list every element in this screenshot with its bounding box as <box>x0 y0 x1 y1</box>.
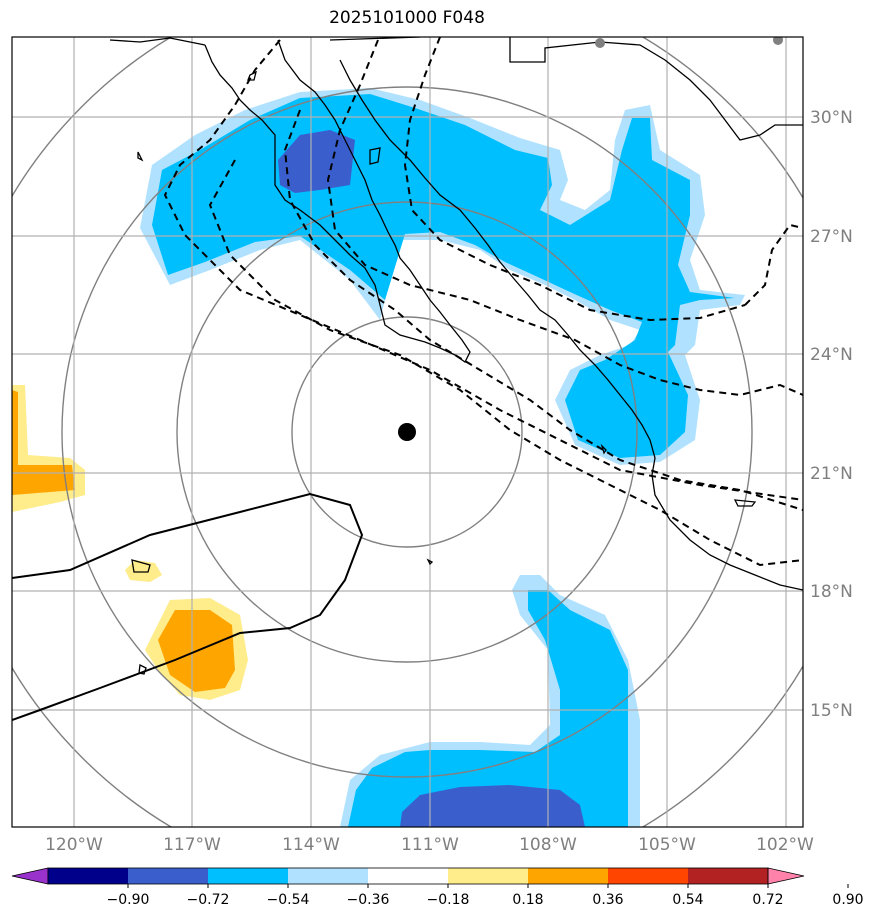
mainland-mexico-coast <box>339 59 803 591</box>
map-frame <box>11 36 804 828</box>
colorbar-segment <box>48 868 129 884</box>
colorbar-extend-high <box>767 867 805 885</box>
positive-anomaly-west <box>12 390 75 495</box>
lon-label: 120°W <box>45 835 103 855</box>
map-panel <box>12 37 803 827</box>
colorbar-label: 0.90 <box>832 892 863 908</box>
range-ring-1 <box>291 316 523 548</box>
colorbar-segment <box>448 868 529 884</box>
positive-anomaly-small <box>125 560 162 582</box>
lon-label: 102°W <box>756 835 814 855</box>
colorbar-label: −0.36 <box>347 892 390 908</box>
storm-center-marker <box>398 423 416 441</box>
colorbar-segment <box>128 868 209 884</box>
lat-label: 27°N <box>810 227 853 247</box>
lat-label: 15°N <box>810 701 853 721</box>
station-marker-1 <box>595 38 605 48</box>
colorbar-segment <box>208 868 289 884</box>
colorbar-segment <box>368 868 449 884</box>
range-ring-2 <box>176 201 638 663</box>
lat-label: 24°N <box>810 345 853 365</box>
range-rings <box>12 37 803 827</box>
colorbar-label: −0.72 <box>187 892 230 908</box>
colorbar-label: 0.72 <box>752 892 783 908</box>
solid-contours <box>12 492 364 721</box>
lon-label: 111°W <box>401 835 459 855</box>
colorbar-segment <box>608 868 689 884</box>
lon-label: 108°W <box>519 835 577 855</box>
baja-california-coast <box>204 39 471 363</box>
colorbar-segment <box>688 868 769 884</box>
lat-label: 21°N <box>810 464 853 484</box>
lon-label: 105°W <box>638 835 696 855</box>
lat-label: 30°N <box>810 108 853 128</box>
islands <box>131 70 757 675</box>
colorbar-label: 0.36 <box>592 892 623 908</box>
longitude-labels: 120°W 117°W 114°W 111°W 108°W 105°W 102°… <box>45 835 814 855</box>
lon-label: 114°W <box>282 835 340 855</box>
coastlines <box>109 37 803 675</box>
colorbar-label: −0.90 <box>107 892 150 908</box>
colorbar-frame <box>47 867 769 885</box>
colorbar-label: −0.18 <box>427 892 470 908</box>
colorbar: −0.90 −0.72 −0.54 −0.36 −0.18 0.18 0.36 0.54 0.7… <box>11 867 864 908</box>
station-marker-2 <box>773 37 783 45</box>
lat-label: 18°N <box>810 582 853 602</box>
shading-layer <box>12 88 745 827</box>
negative-anomaly-south-core <box>400 785 585 827</box>
gridlines <box>12 37 803 827</box>
colorbar-label: −0.54 <box>267 892 310 908</box>
negative-anomaly-south <box>348 590 628 827</box>
colorbar-extend-low <box>11 867 49 885</box>
colorbar-segment <box>528 868 609 884</box>
colorbar-label: 0.54 <box>672 892 703 908</box>
negative-anomaly-north <box>152 94 735 458</box>
colorbar-segment <box>288 868 369 884</box>
range-ring-3 <box>61 86 753 778</box>
colorbar-label: 0.18 <box>512 892 543 908</box>
dashed-contours <box>163 37 803 567</box>
latitude-labels: 30°N 27°N 24°N 21°N 18°N 15°N <box>810 108 853 721</box>
lon-label: 117°W <box>163 835 221 855</box>
map-title: 2025101000 F048 <box>329 8 485 28</box>
